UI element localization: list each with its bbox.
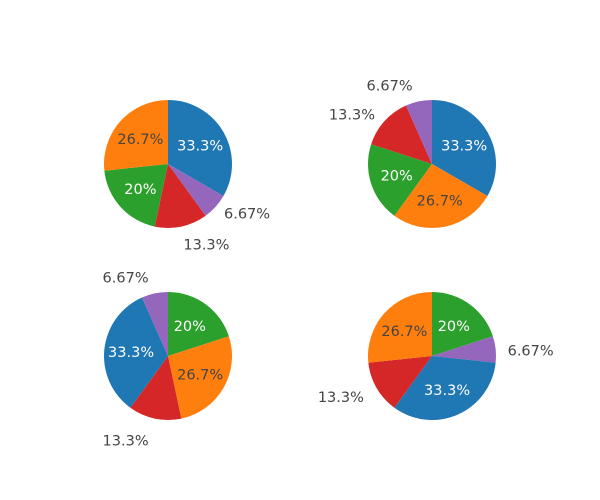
- pie-slice[interactable]: [371, 105, 432, 164]
- slice-label: 33.3%: [177, 138, 223, 154]
- pie-slice[interactable]: [432, 100, 496, 196]
- pie-slice[interactable]: [394, 164, 488, 228]
- pie-slice[interactable]: [104, 164, 168, 227]
- pie-chart-3: 20% 26.7% 13.3% 33.3% 6.67%: [103, 271, 232, 449]
- pie-slice[interactable]: [405, 100, 432, 164]
- pie-slice[interactable]: [141, 292, 168, 356]
- slice-label: 6.67%: [103, 271, 149, 287]
- pie-slice[interactable]: [368, 144, 432, 216]
- pie-slice[interactable]: [104, 100, 168, 171]
- pie-chart-4: 20% 6.67% 33.3% 13.3% 26.7%: [318, 292, 554, 421]
- slice-label: 13.3%: [183, 237, 229, 253]
- slice-label: 20%: [381, 168, 413, 184]
- slice-label: 33.3%: [441, 138, 487, 154]
- pie-slice[interactable]: [130, 356, 182, 420]
- slice-label: 6.67%: [367, 79, 413, 95]
- pie-slice[interactable]: [154, 164, 206, 228]
- pie-slice[interactable]: [168, 336, 232, 419]
- pie-chart-1: 33.3% 6.67% 13.3% 20% 26.7%: [104, 100, 270, 253]
- slice-label: 26.7%: [177, 368, 223, 384]
- pie-slice[interactable]: [103, 297, 168, 408]
- slice-label: 26.7%: [117, 132, 163, 148]
- pie-slice[interactable]: [168, 292, 229, 356]
- slice-label: 13.3%: [318, 390, 364, 406]
- slice-label: 6.67%: [224, 207, 270, 223]
- slice-label: 6.67%: [508, 343, 554, 359]
- slice-label: 13.3%: [103, 433, 149, 449]
- pie-slice[interactable]: [432, 292, 493, 356]
- slice-label: 33.3%: [108, 345, 154, 361]
- pie-slice[interactable]: [168, 164, 224, 216]
- pie-slice[interactable]: [168, 100, 232, 196]
- slice-label: 33.3%: [424, 383, 470, 399]
- pie-chart-2: 33.3% 26.7%20% 13.3% 6.67%: [329, 79, 496, 228]
- slice-label: 13.3%: [329, 107, 375, 123]
- pie-slice[interactable]: [394, 356, 496, 421]
- slice-label: 20%: [438, 319, 470, 335]
- pie-slice[interactable]: [368, 356, 432, 408]
- pie-slice[interactable]: [432, 336, 497, 363]
- slice-label: 26.7%: [381, 324, 427, 340]
- pie-slice[interactable]: [368, 292, 432, 363]
- slice-label: 20%: [124, 182, 156, 198]
- slice-label: 26.7%: [417, 193, 463, 209]
- slice-label: 20%: [174, 319, 206, 335]
